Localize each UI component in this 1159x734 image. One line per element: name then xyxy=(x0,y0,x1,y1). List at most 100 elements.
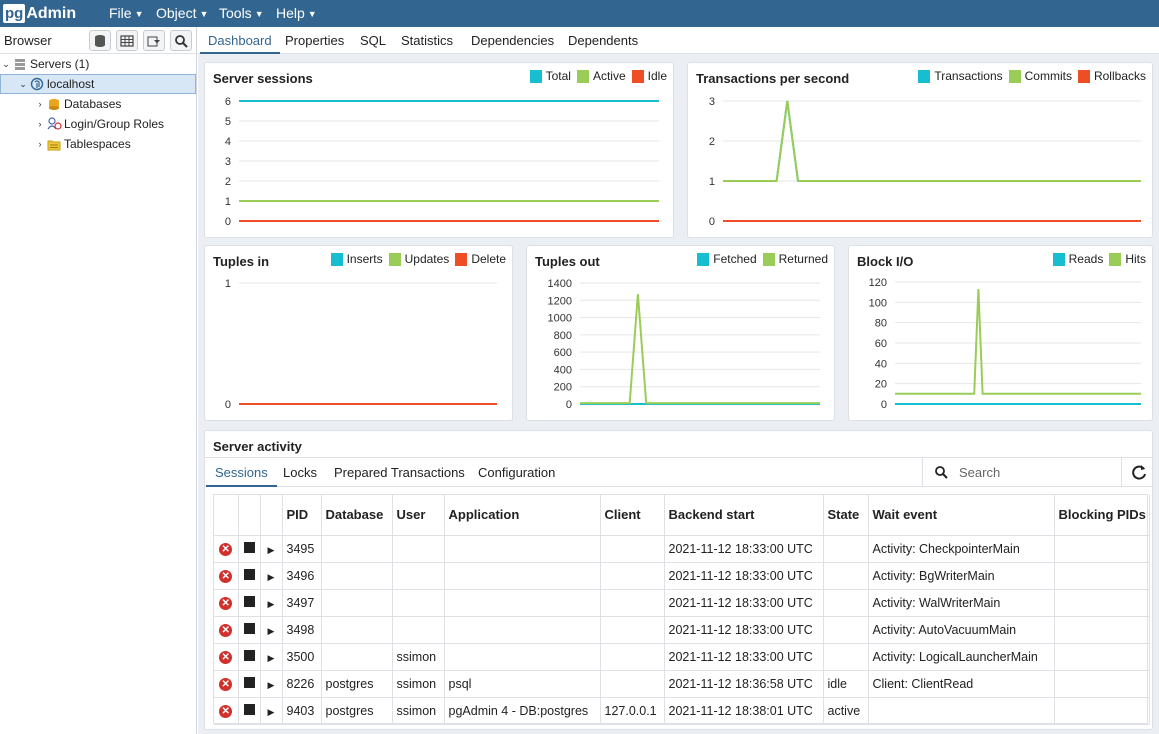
tab-locks[interactable]: Locks xyxy=(283,465,317,480)
cancel-query-cell[interactable]: ✕ xyxy=(214,697,239,725)
tree-item-label: Databases xyxy=(64,97,122,111)
close-icon[interactable]: ✕ xyxy=(219,597,233,610)
chevron-down-icon[interactable]: ⌄ xyxy=(19,78,27,89)
close-icon[interactable]: ✕ xyxy=(219,678,233,691)
cancel-query-cell[interactable]: ✕ xyxy=(214,616,239,644)
header-client[interactable]: Client xyxy=(600,495,665,536)
table-row[interactable]: ✕ ▶ 8226 postgres ssimon psql 2021-11-12 18:36… xyxy=(214,670,1150,698)
chevron-right-icon[interactable]: › xyxy=(38,139,42,149)
chevron-right-icon[interactable]: ▶ xyxy=(267,625,275,636)
terminate-session-cell[interactable] xyxy=(238,616,261,644)
y-tick-label: 0 xyxy=(881,399,887,411)
close-icon[interactable]: ✕ xyxy=(219,570,233,583)
expand-row-cell[interactable]: ▶ xyxy=(260,670,283,698)
close-icon[interactable]: ✕ xyxy=(219,705,233,718)
cancel-query-cell[interactable]: ✕ xyxy=(214,562,239,590)
terminate-session-cell[interactable] xyxy=(238,643,261,671)
table-row[interactable]: ✕ ▶ 3500 ssimon 2021-11-12 18:33:00 UTC Activ… xyxy=(214,643,1150,671)
chevron-right-icon[interactable]: ▶ xyxy=(267,544,275,555)
stop-icon[interactable] xyxy=(243,676,255,688)
search-input[interactable] xyxy=(959,463,1109,482)
expand-row-cell[interactable]: ▶ xyxy=(260,562,283,590)
close-icon[interactable]: ✕ xyxy=(219,624,233,637)
tree-item-localhost[interactable]: ⌄ localhost xyxy=(0,74,196,94)
terminate-session-cell[interactable] xyxy=(238,670,261,698)
stop-icon[interactable] xyxy=(243,649,255,661)
header-application[interactable]: Application xyxy=(444,495,601,536)
chevron-right-icon[interactable]: › xyxy=(38,99,42,109)
tab-properties[interactable]: Properties xyxy=(285,33,345,48)
tab-statistics[interactable]: Statistics xyxy=(401,33,454,48)
stop-icon[interactable] xyxy=(243,568,255,580)
expand-row-cell[interactable]: ▶ xyxy=(260,643,283,671)
header-database[interactable]: Database xyxy=(321,495,393,536)
menu-object[interactable]: Object ▼ xyxy=(156,0,208,27)
transactions-chart: 0 1 2 3 xyxy=(709,96,1141,228)
tab-configuration[interactable]: Configuration xyxy=(478,465,556,480)
cancel-query-cell[interactable]: ✕ xyxy=(214,643,239,671)
chevron-right-icon[interactable]: ▶ xyxy=(267,679,275,690)
query-tool-button[interactable] xyxy=(89,30,111,51)
table-cell xyxy=(600,670,665,698)
tab-sessions[interactable]: Sessions xyxy=(206,458,277,487)
table-cell xyxy=(600,643,665,671)
header-pid[interactable]: PID xyxy=(282,495,322,536)
terminate-session-cell[interactable] xyxy=(238,589,261,617)
tree-item-tablespaces[interactable]: › Tablespaces xyxy=(0,134,196,154)
view-data-button[interactable] xyxy=(116,30,138,51)
table-row[interactable]: ✕ ▶ 3498 2021-11-12 18:33:00 UTC Activity: A… xyxy=(214,616,1150,644)
table-cell xyxy=(868,697,1055,725)
y-tick-label: 5 xyxy=(225,116,231,128)
menu-help[interactable]: Help ▼ xyxy=(276,0,317,27)
stop-icon[interactable] xyxy=(243,622,255,634)
tab-sql[interactable]: SQL xyxy=(360,33,387,48)
refresh-icon[interactable] xyxy=(1130,464,1148,482)
cancel-query-cell[interactable]: ✕ xyxy=(214,589,239,617)
header-state[interactable]: State xyxy=(823,495,869,536)
cancel-query-cell[interactable]: ✕ xyxy=(214,670,239,698)
expand-row-cell[interactable]: ▶ xyxy=(260,697,283,725)
cancel-query-cell[interactable]: ✕ xyxy=(214,535,239,563)
chevron-right-icon[interactable]: ▶ xyxy=(267,706,275,717)
terminate-session-cell[interactable] xyxy=(238,535,261,563)
expand-row-cell[interactable]: ▶ xyxy=(260,589,283,617)
table-row[interactable]: ✕ ▶ 3496 2021-11-12 18:33:00 UTC Activity: B… xyxy=(214,562,1150,590)
expand-row-cell[interactable]: ▶ xyxy=(260,616,283,644)
filtered-rows-button[interactable] xyxy=(143,30,165,51)
header-wait-event[interactable]: Wait event xyxy=(868,495,1055,536)
terminate-session-cell[interactable] xyxy=(238,562,261,590)
table-row[interactable]: ✕ ▶ 3495 2021-11-12 18:33:00 UTC Activity: C… xyxy=(214,535,1150,563)
chevron-right-icon[interactable]: ▶ xyxy=(267,598,275,609)
terminate-session-cell[interactable] xyxy=(238,697,261,725)
header-backend-start[interactable]: Backend start xyxy=(664,495,824,536)
menu-file[interactable]: File ▼ xyxy=(109,0,143,27)
tab-dashboard[interactable]: Dashboard xyxy=(200,27,280,54)
table-row[interactable]: ✕ ▶ 9403 postgres ssimon pgAdmin 4 - DB:postg… xyxy=(214,697,1150,725)
chevron-right-icon[interactable]: ▶ xyxy=(267,652,275,663)
table-row[interactable]: ✕ ▶ 3497 2021-11-12 18:33:00 UTC Activity: W… xyxy=(214,589,1150,617)
main-tabs: Dashboard Properties SQL Statistics Depe… xyxy=(198,27,1159,54)
stop-icon[interactable] xyxy=(243,595,255,607)
stop-icon[interactable] xyxy=(243,541,255,553)
header-user[interactable]: User xyxy=(392,495,445,536)
tab-prepared-transactions[interactable]: Prepared Transactions xyxy=(334,465,465,480)
tree-item-databases[interactable]: › Databases xyxy=(0,94,196,114)
chevron-down-icon[interactable]: ⌄ xyxy=(2,58,10,69)
chevron-right-icon[interactable]: › xyxy=(38,119,42,129)
tree-item-login-group-roles[interactable]: › Login/Group Roles xyxy=(0,114,196,134)
tree-item-servers[interactable]: ⌄ Servers (1) xyxy=(0,54,196,74)
tab-dependents[interactable]: Dependents xyxy=(568,33,639,48)
stop-icon[interactable] xyxy=(243,703,255,715)
close-icon[interactable]: ✕ xyxy=(219,543,233,556)
menu-tools[interactable]: Tools ▼ xyxy=(219,0,264,27)
search-objects-button[interactable] xyxy=(170,30,192,51)
header-blocking-pids[interactable]: Blocking PIDs xyxy=(1054,495,1150,536)
expand-row-cell[interactable]: ▶ xyxy=(260,535,283,563)
table-cell: postgres xyxy=(321,697,393,725)
table-cell xyxy=(600,589,665,617)
table-cell: 2021-11-12 18:33:00 UTC xyxy=(664,616,824,644)
chevron-right-icon[interactable]: ▶ xyxy=(267,571,275,582)
close-icon[interactable]: ✕ xyxy=(219,651,233,664)
tab-dependencies[interactable]: Dependencies xyxy=(471,33,555,48)
